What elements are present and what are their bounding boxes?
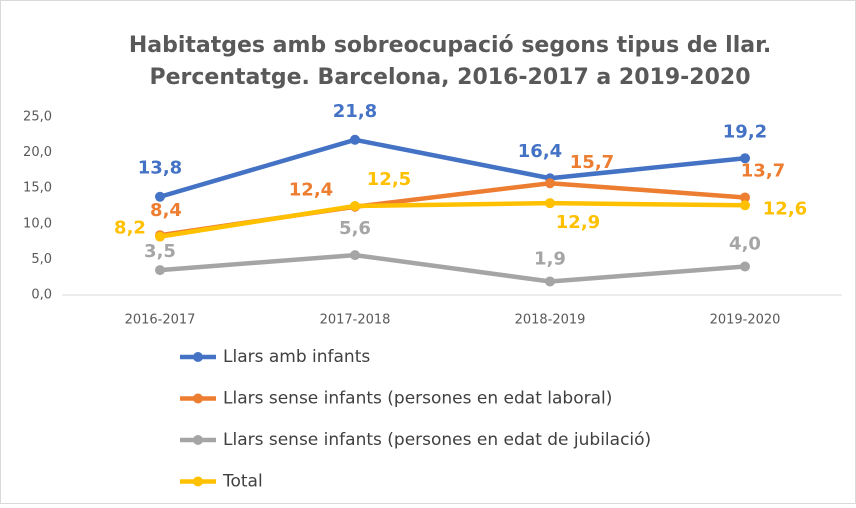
data-point xyxy=(350,201,360,211)
series-line xyxy=(159,252,746,284)
legend-label: Llars sense infants (persones en edat de… xyxy=(223,430,651,450)
data-label: 19,2 xyxy=(723,121,767,142)
data-label: 4,0 xyxy=(729,234,761,255)
legend-label: Llars sense infants (persones en edat la… xyxy=(223,389,612,409)
chart-title: Habitatges amb sobreocupació segons tipu… xyxy=(129,33,771,58)
x-tick-label: 2019-2020 xyxy=(710,313,781,328)
y-tick-label: 15,0 xyxy=(23,181,52,196)
data-label: 12,6 xyxy=(763,198,807,219)
data-point xyxy=(740,200,750,211)
data-label: 13,8 xyxy=(138,158,182,179)
y-tick-label: 5,0 xyxy=(31,252,52,267)
data-point xyxy=(155,265,165,276)
legend-label: Llars amb infants xyxy=(223,347,370,367)
legend-marker xyxy=(193,476,203,487)
series-line xyxy=(159,200,746,239)
data-label: 12,4 xyxy=(289,180,333,201)
data-label: 3,5 xyxy=(144,241,176,262)
data-point xyxy=(155,191,165,202)
y-tick-label: 10,0 xyxy=(23,216,52,231)
legend-marker xyxy=(193,393,203,404)
data-point xyxy=(740,192,750,203)
data-label: 5,6 xyxy=(339,218,371,239)
y-tick-label: 25,0 xyxy=(23,110,52,125)
x-tick-label: 2018-2019 xyxy=(515,313,586,328)
data-point xyxy=(545,276,555,287)
chart-title: Percentatge. Barcelona, 2016-2017 a 2019… xyxy=(149,65,750,90)
data-label: 1,9 xyxy=(534,248,566,269)
legend-marker xyxy=(193,352,203,362)
legend-label: Total xyxy=(222,472,263,492)
data-label: 13,7 xyxy=(741,160,785,181)
data-label: 15,7 xyxy=(570,152,614,173)
y-tick-label: 0,0 xyxy=(31,288,52,303)
data-point xyxy=(155,231,165,242)
legend-marker xyxy=(193,435,203,445)
x-tick-label: 2017-2018 xyxy=(320,313,391,328)
data-point xyxy=(545,198,555,209)
data-label: 8,4 xyxy=(150,200,182,221)
data-point xyxy=(740,261,750,272)
series-line xyxy=(159,137,746,199)
data-label: 12,5 xyxy=(367,169,411,190)
data-point xyxy=(350,250,360,261)
y-tick-label: 20,0 xyxy=(23,145,52,160)
data-label: 8,2 xyxy=(114,218,146,239)
data-label: 21,8 xyxy=(333,101,377,122)
data-point xyxy=(740,153,750,164)
data-point xyxy=(545,178,555,189)
x-tick-label: 2016-2017 xyxy=(125,313,196,328)
data-label: 16,4 xyxy=(518,141,562,162)
data-point xyxy=(350,134,360,145)
data-label: 12,9 xyxy=(556,212,600,233)
